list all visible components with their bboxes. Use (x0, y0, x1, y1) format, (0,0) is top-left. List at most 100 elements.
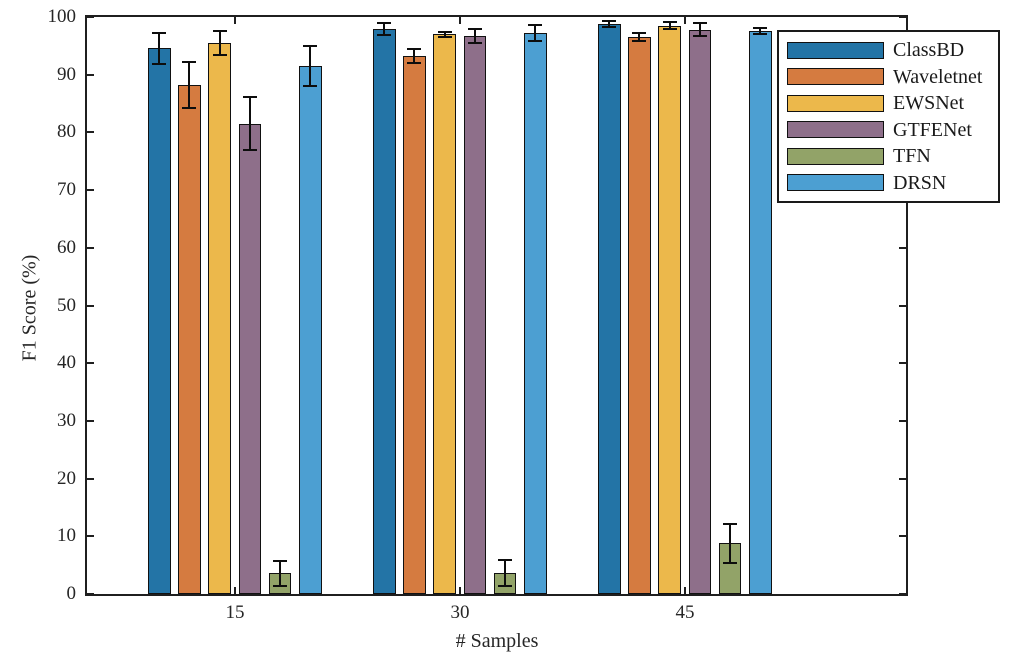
ytick-label-70: 70 (57, 179, 76, 201)
ytick-label-50: 50 (57, 294, 76, 316)
legend-item-gtfenet: GTFENet (787, 120, 998, 140)
errorbar-waveletnet-30 (413, 48, 416, 63)
ytick-label-10: 10 (57, 525, 76, 547)
errorbar-classbd-45 (608, 21, 611, 27)
errorbar-cap-bottom-waveletnet-45 (632, 40, 647, 43)
errorbar-tfn-15 (279, 560, 282, 586)
errorbar-cap-bottom-classbd-30 (377, 33, 392, 36)
errorbar-cap-top-tfn-15 (273, 559, 288, 562)
errorbar-cap-top-waveletnet-45 (632, 32, 647, 35)
ytick-left-40 (87, 362, 94, 365)
ytick-right-20 (899, 477, 906, 480)
ytick-label-30: 30 (57, 409, 76, 431)
legend-label-tfn: TFN (893, 145, 931, 168)
ytick-label-20: 20 (57, 467, 76, 489)
ytick-right-60 (899, 246, 906, 249)
xtick-label-15: 15 (225, 602, 245, 623)
ytick-left-50 (87, 304, 94, 307)
errorbar-cap-top-tfn-45 (723, 522, 738, 525)
bar-gtfenet-45 (688, 29, 712, 594)
errorbar-classbd-30 (383, 23, 386, 35)
ytick-left-90 (87, 73, 94, 76)
legend-label-classbd: ClassBD (893, 39, 965, 62)
errorbar-cap-top-gtfenet-30 (467, 28, 482, 31)
errorbar-waveletnet-45 (638, 33, 641, 42)
errorbar-cap-top-classbd-30 (377, 22, 392, 25)
ytick-left-30 (87, 419, 94, 422)
ytick-left-70 (87, 189, 94, 192)
bar-drsn-30 (524, 33, 547, 594)
ytick-label-40: 40 (57, 352, 76, 374)
errorbar-cap-top-gtfenet-15 (242, 96, 257, 99)
errorbar-cap-top-waveletnet-15 (182, 61, 197, 63)
errorbar-cap-bottom-gtfenet-45 (692, 35, 707, 38)
errorbar-cap-top-ewsnet-30 (437, 31, 452, 33)
ytick-right-50 (899, 304, 906, 307)
bar-classbd-30 (373, 29, 396, 594)
errorbar-drsn-15 (309, 46, 312, 86)
errorbar-cap-bottom-classbd-45 (602, 25, 617, 28)
bar-ewsnet-30 (433, 34, 456, 594)
errorbar-cap-top-tfn-30 (498, 558, 513, 561)
ytick-left-100 (87, 16, 94, 18)
errorbar-cap-top-gtfenet-45 (692, 22, 707, 25)
bar-drsn-15 (299, 66, 322, 594)
legend-label-waveletnet: Waveletnet (893, 65, 983, 88)
errorbar-classbd-15 (158, 32, 161, 64)
ytick-label-90: 90 (57, 63, 76, 85)
bar-classbd-45 (598, 23, 621, 594)
legend-swatch-classbd (787, 41, 884, 59)
legend-label-drsn: DRSN (893, 171, 947, 194)
errorbar-cap-bottom-waveletnet-15 (182, 107, 197, 110)
ytick-left-10 (87, 535, 94, 538)
errorbar-cap-top-classbd-15 (152, 31, 167, 34)
errorbar-cap-bottom-waveletnet-30 (407, 61, 422, 64)
ytick-label-80: 80 (57, 121, 76, 143)
errorbar-ewsnet-15 (218, 30, 221, 56)
bar-classbd-15 (148, 48, 171, 594)
errorbar-cap-bottom-drsn-30 (528, 40, 543, 43)
legend-swatch-tfn (787, 147, 884, 165)
xtick-label-45: 45 (675, 602, 695, 623)
errorbar-gtfenet-15 (248, 97, 251, 151)
errorbar-cap-top-waveletnet-30 (407, 47, 422, 50)
ytick-label-0: 0 (66, 583, 77, 604)
bar-drsn-45 (749, 30, 772, 594)
errorbar-cap-bottom-gtfenet-15 (242, 149, 257, 152)
xtick-top-45 (684, 17, 686, 24)
legend-item-ewsnet: EWSNet (787, 93, 998, 113)
errorbar-drsn-30 (534, 25, 537, 42)
x-axis-label: # Samples (455, 630, 539, 652)
errorbar-cap-bottom-ewsnet-15 (212, 54, 227, 57)
xtick-top-15 (234, 17, 236, 24)
errorbar-cap-bottom-tfn-45 (723, 561, 738, 564)
errorbar-cap-bottom-gtfenet-30 (467, 41, 482, 44)
errorbar-cap-bottom-tfn-15 (273, 584, 288, 587)
legend-label-ewsnet: EWSNet (893, 92, 965, 115)
ytick-right-40 (899, 362, 906, 365)
ytick-label-60: 60 (57, 236, 76, 258)
legend-item-classbd: ClassBD (787, 40, 998, 60)
legend-swatch-ewsnet (787, 94, 884, 112)
legend-swatch-drsn (787, 174, 884, 192)
ytick-left-60 (87, 246, 94, 249)
bar-gtfenet-15 (238, 123, 262, 594)
legend-item-waveletnet: Waveletnet (787, 67, 998, 87)
errorbar-cap-top-classbd-45 (602, 20, 617, 23)
xtick-top-30 (459, 17, 461, 24)
errorbar-cap-bottom-tfn-30 (498, 585, 513, 588)
errorbar-cap-top-drsn-15 (303, 45, 318, 48)
xtick-bottom-30 (459, 587, 461, 594)
errorbar-cap-top-drsn-45 (753, 26, 768, 29)
bar-waveletnet-30 (403, 55, 426, 594)
ytick-right-10 (899, 535, 906, 538)
ytick-right-0 (899, 593, 906, 595)
xtick-bottom-45 (684, 587, 686, 594)
errorbar-cap-top-ewsnet-15 (212, 29, 227, 32)
legend-label-gtfenet: GTFENet (893, 118, 972, 141)
errorbar-drsn-45 (759, 27, 762, 34)
errorbar-cap-bottom-ewsnet-30 (437, 35, 452, 38)
bar-gtfenet-30 (463, 36, 487, 594)
bar-waveletnet-45 (628, 37, 651, 594)
